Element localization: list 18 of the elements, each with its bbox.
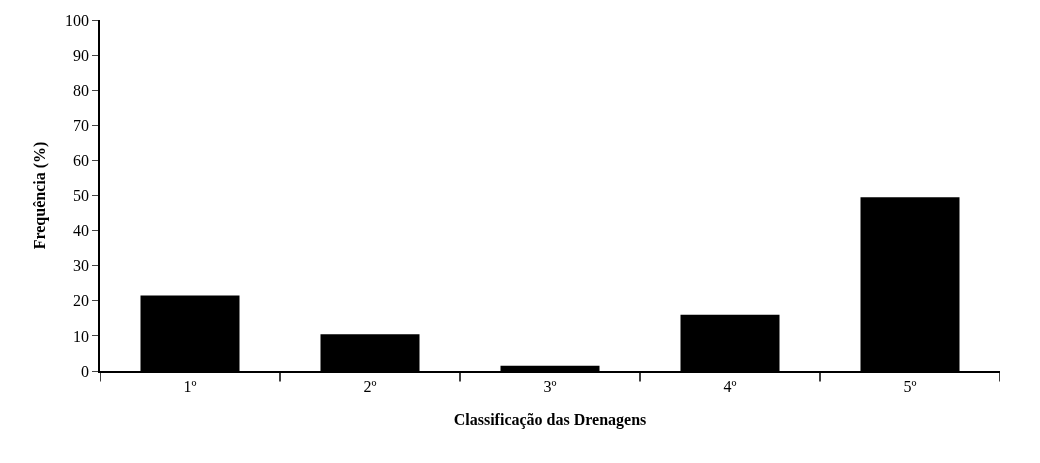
- x-tick-label: 1º: [183, 377, 197, 395]
- x-tick-label: 2º: [363, 377, 377, 395]
- y-tick-label: 60: [73, 152, 90, 169]
- y-tick-label: 40: [73, 222, 90, 240]
- x-tick-label: 4º: [723, 377, 737, 395]
- x-tick-label: 3º: [543, 377, 557, 395]
- y-tick-label: 20: [73, 292, 90, 310]
- y-tick-label: 90: [73, 46, 90, 64]
- y-axis-title: Frequência (%): [31, 141, 50, 250]
- y-tick-label: 100: [65, 11, 90, 29]
- x-axis-title: Classificação das Drenagens: [453, 411, 647, 430]
- x-tick-label: 5º: [903, 377, 917, 395]
- y-tick-label: 30: [73, 257, 90, 275]
- y-tick-label: 0: [81, 362, 90, 380]
- y-tick-label: 10: [73, 327, 90, 345]
- y-tick-label: 50: [73, 187, 90, 205]
- y-tick-label: 70: [73, 116, 90, 134]
- y-tick-label: 80: [73, 81, 90, 99]
